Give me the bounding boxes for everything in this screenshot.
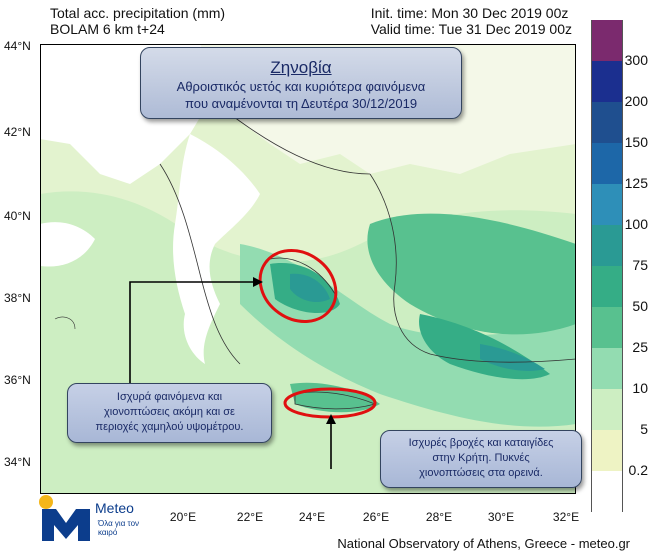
map-header-left: Total acc. precipitation (mm) BOLAM 6 km… — [50, 5, 225, 37]
legend-label: 75 — [632, 257, 648, 273]
footer-credit: National Observatory of Athens, Greece -… — [337, 536, 630, 551]
lat-tick: 42°N — [4, 125, 31, 139]
lat-tick: 36°N — [4, 373, 31, 387]
title-box: Ζηνοβία Αθροιστικός υετός και κυριότερα … — [140, 47, 462, 119]
valid-time: Valid time: Tue 31 Dec 2019 00z — [370, 21, 572, 37]
lon-tick: 26°E — [362, 510, 390, 524]
legend-label: 300 — [624, 52, 648, 68]
note-left-line-2: χιονοπτώσεις ακόμη και σε — [104, 406, 235, 418]
lat-tick: 38°N — [4, 291, 31, 305]
legend-swatch — [591, 61, 623, 102]
legend-label: 10 — [632, 380, 648, 396]
note-right-line-1: Ισχυρές βροχές και καταιγίδες — [408, 437, 554, 449]
legend-swatch — [591, 348, 623, 389]
legend-label: 50 — [632, 298, 648, 314]
lat-tick: 44°N — [4, 39, 31, 53]
legend-swatch — [591, 184, 623, 225]
logo-subtitle: Όλα για τον καιρό — [98, 519, 140, 537]
note-left-line-1: Ισχυρά φαινόμενα και — [116, 391, 223, 403]
lat-tick: 40°N — [4, 209, 31, 223]
legend-swatch — [591, 471, 623, 512]
legend-swatch — [591, 102, 623, 143]
legend-swatch — [591, 389, 623, 430]
legend-swatch — [591, 266, 623, 307]
model-title: BOLAM 6 km t+24 — [50, 21, 165, 37]
lon-tick: 30°E — [487, 510, 515, 524]
legend-label: 125 — [624, 175, 648, 191]
logo-name: Meteo — [95, 500, 134, 516]
lon-tick: 32°E — [552, 510, 580, 524]
legend-label: 150 — [624, 134, 648, 150]
note-right-line-2: στην Κρήτη. Πυκνές — [432, 452, 530, 464]
lon-tick: 20°E — [169, 510, 197, 524]
note-box-left: Ισχυρά φαινόμενα και χιονοπτώσεις ακόμη … — [67, 383, 272, 443]
lon-tick: 28°E — [425, 510, 453, 524]
init-time: Init. time: Mon 30 Dec 2019 00z — [370, 5, 569, 21]
legend-swatch — [591, 143, 623, 184]
lat-tick: 34°N — [4, 455, 31, 469]
colorbar-legend: 300 200 150 125 100 75 50 25 10 5 0.2 — [591, 20, 650, 515]
meteo-logo-icon — [39, 495, 90, 541]
legend-label: 5 — [640, 421, 648, 437]
storm-name: Ζηνοβία — [270, 58, 332, 77]
note-box-right: Ισχυρές βροχές και καταιγίδες στην Κρήτη… — [380, 430, 582, 488]
lon-tick: 24°E — [298, 510, 326, 524]
legend-swatch — [591, 20, 623, 61]
variable-title: Total acc. precipitation (mm) — [50, 5, 226, 21]
title-line-1: Αθροιστικός υετός και κυριότερα φαινόμεν… — [176, 79, 426, 94]
legend-label: 25 — [632, 339, 648, 355]
map-header-right: Init. time: Mon 30 Dec 2019 00z Valid ti… — [371, 5, 572, 37]
note-right-line-3: χιονοπτώσεις στα ορεινά. — [419, 467, 543, 479]
title-line-2: που αναμένονται τη Δευτέρα 30/12/2019 — [184, 96, 418, 111]
legend-swatch — [591, 307, 623, 348]
legend-label: 100 — [624, 216, 648, 232]
note-left-line-3: περιοχές χαμηλού υψομέτρου. — [95, 421, 244, 433]
legend-swatch — [591, 430, 623, 471]
lon-tick: 22°E — [236, 510, 264, 524]
legend-swatch — [591, 225, 623, 266]
legend-label: 0.2 — [628, 462, 648, 478]
legend-label: 200 — [624, 93, 648, 109]
